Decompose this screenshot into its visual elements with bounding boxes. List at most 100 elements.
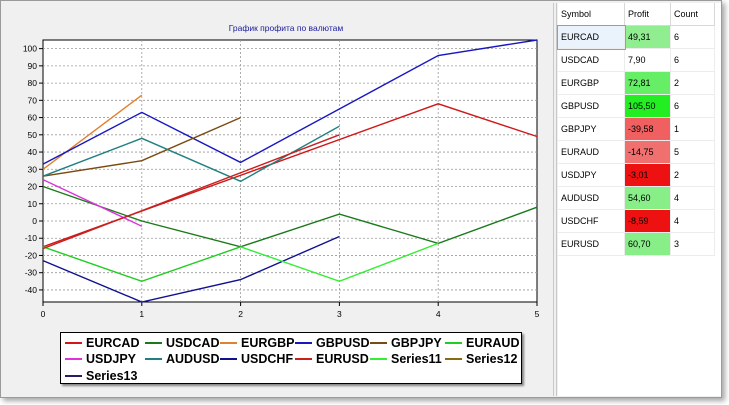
legend-swatch bbox=[295, 341, 312, 344]
table-row[interactable]: EURGBP 72,81 2 bbox=[558, 71, 715, 95]
x-tick-label: 5 bbox=[535, 309, 540, 319]
series-line-euraud bbox=[42, 246, 241, 283]
series-line-eurcad bbox=[42, 103, 538, 248]
table-row[interactable]: GBPJPY -39,58 1 bbox=[558, 117, 715, 141]
legend-swatch bbox=[65, 341, 82, 344]
legend-item-eurgbp: EURGBP bbox=[220, 334, 294, 351]
y-tick-label: 10 bbox=[28, 199, 38, 209]
table-row[interactable]: USDCHF -8,59 4 bbox=[558, 209, 715, 233]
legend-item-series13: Series13 bbox=[65, 367, 137, 384]
table-row[interactable]: EURUSD 60,70 3 bbox=[558, 232, 715, 256]
legend-label: AUDUSD bbox=[166, 352, 220, 366]
column-header-profit[interactable]: Profit bbox=[624, 3, 671, 26]
legend-swatch bbox=[295, 358, 312, 360]
y-tick-label: -10 bbox=[25, 233, 38, 243]
legend-item-audusd: AUDUSD bbox=[145, 351, 219, 368]
legend-label: Series11 bbox=[391, 352, 442, 366]
legend-label: GBPJPY bbox=[391, 335, 442, 350]
splitter-handle[interactable] bbox=[553, 3, 557, 396]
cell-profit[interactable]: -8,59 bbox=[624, 209, 671, 233]
cell-symbol[interactable]: AUDUSD bbox=[558, 186, 625, 210]
y-tick-label: 20 bbox=[28, 182, 38, 192]
table-row[interactable]: EURAUD -14,75 5 bbox=[558, 140, 715, 164]
cell-symbol[interactable]: USDCHF bbox=[558, 209, 625, 233]
cell-symbol[interactable]: GBPUSD bbox=[558, 94, 625, 118]
cell-symbol[interactable]: EURGBP bbox=[558, 71, 625, 95]
series-line-eurgbp bbox=[42, 94, 143, 170]
column-header-count[interactable]: Count bbox=[670, 3, 715, 26]
legend-swatch bbox=[65, 374, 82, 377]
x-tick-label: 4 bbox=[436, 309, 441, 319]
cell-count[interactable]: 4 bbox=[670, 186, 715, 210]
cell-profit[interactable]: 72,81 bbox=[624, 71, 671, 95]
y-tick-label: 50 bbox=[28, 130, 38, 140]
cell-symbol[interactable]: EURAUD bbox=[558, 140, 625, 164]
y-tick-label: -30 bbox=[25, 268, 38, 278]
y-tick-label: 0 bbox=[32, 216, 37, 226]
cell-count[interactable]: 5 bbox=[670, 140, 715, 164]
column-header-symbol[interactable]: Symbol bbox=[558, 3, 625, 26]
legend-item-gbpusd: GBPUSD bbox=[295, 334, 369, 351]
cell-count[interactable]: 1 bbox=[670, 117, 715, 141]
cell-profit[interactable]: 49,31 bbox=[624, 25, 671, 49]
y-tick-label: 40 bbox=[28, 147, 38, 157]
series-line-usdjpy bbox=[42, 178, 143, 227]
cell-profit[interactable]: 54,60 bbox=[624, 186, 671, 210]
cell-profit[interactable]: -3,01 bbox=[624, 163, 671, 187]
cell-symbol[interactable]: EURCAD bbox=[557, 24, 626, 50]
x-tick-label: 1 bbox=[139, 309, 144, 319]
series-line-usdchf bbox=[42, 235, 340, 303]
symbol-table-pane: Symbol Profit Count EURCAD 49,31 6 USDCAD 7,… bbox=[557, 3, 721, 396]
legend-label: EURAUD bbox=[466, 335, 520, 350]
legend-item-euraud: EURAUD bbox=[445, 334, 519, 351]
legend-swatch bbox=[145, 341, 162, 344]
legend-item-eurusd: EURUSD bbox=[295, 351, 369, 368]
cell-profit[interactable]: 105,50 bbox=[624, 94, 671, 118]
series-line-usdcad bbox=[42, 185, 538, 248]
table-row[interactable]: GBPUSD 105,50 6 bbox=[558, 94, 715, 118]
series-line-series11 bbox=[240, 242, 439, 283]
legend-item-usdjpy: USDJPY bbox=[65, 351, 136, 368]
chart-legend: EURCAD USDCAD EURGBP GBPUSD GBPJPY EURAUD USDJ… bbox=[60, 332, 522, 384]
legend-label: EURGBP bbox=[241, 335, 295, 350]
cell-count[interactable]: 3 bbox=[670, 232, 715, 256]
cell-symbol[interactable]: GBPJPY bbox=[558, 117, 625, 141]
y-tick-label: 80 bbox=[28, 78, 38, 88]
cell-count[interactable]: 6 bbox=[670, 25, 715, 49]
table-row[interactable]: USDJPY -3,01 2 bbox=[558, 163, 715, 187]
cell-profit[interactable]: 7,90 bbox=[624, 48, 671, 72]
legend-swatch bbox=[220, 358, 237, 360]
cell-count[interactable]: 2 bbox=[670, 71, 715, 95]
series-line-gbpusd bbox=[42, 39, 538, 165]
cell-symbol[interactable]: EURUSD bbox=[558, 232, 625, 256]
plot-area bbox=[42, 39, 538, 303]
cell-symbol[interactable]: USDCAD bbox=[558, 48, 625, 72]
legend-label: USDCAD bbox=[166, 335, 220, 350]
x-tick-label: 2 bbox=[238, 309, 243, 319]
profit-chart: График профита по валютам 10090807060504… bbox=[23, 23, 540, 319]
y-tick-label: -20 bbox=[25, 250, 38, 260]
cell-symbol[interactable]: USDJPY bbox=[558, 163, 625, 187]
table-row[interactable]: EURCAD 49,31 6 bbox=[557, 24, 715, 50]
cell-profit[interactable]: -14,75 bbox=[624, 140, 671, 164]
chart-pane: График профита по валютам 100 90 80 70 60 50 4… bbox=[3, 3, 553, 396]
cell-count[interactable]: 6 bbox=[670, 94, 715, 118]
table-row[interactable]: AUDUSD 54,60 4 bbox=[558, 186, 715, 210]
table-row[interactable]: USDCAD 7,90 6 bbox=[558, 48, 715, 72]
legend-swatch bbox=[65, 358, 82, 360]
legend-swatch bbox=[370, 358, 387, 360]
y-tick-label: 30 bbox=[28, 164, 38, 174]
series-lines bbox=[42, 39, 538, 303]
table-header-row: Symbol Profit Count bbox=[558, 3, 715, 26]
y-tick-label: 70 bbox=[28, 95, 38, 105]
legend-swatch bbox=[445, 341, 462, 344]
window-frame: График профита по валютам 100 90 80 70 60 50 4… bbox=[0, 0, 722, 398]
cell-count[interactable]: 4 bbox=[670, 209, 715, 233]
cell-profit[interactable]: 60,70 bbox=[624, 232, 671, 256]
cell-count[interactable]: 6 bbox=[670, 48, 715, 72]
legend-label: Series13 bbox=[86, 368, 138, 383]
y-tick-label: 90 bbox=[28, 61, 38, 71]
cell-count[interactable]: 2 bbox=[670, 163, 715, 187]
legend-label: GBPUSD bbox=[316, 335, 370, 350]
cell-profit[interactable]: -39,58 bbox=[624, 117, 671, 141]
